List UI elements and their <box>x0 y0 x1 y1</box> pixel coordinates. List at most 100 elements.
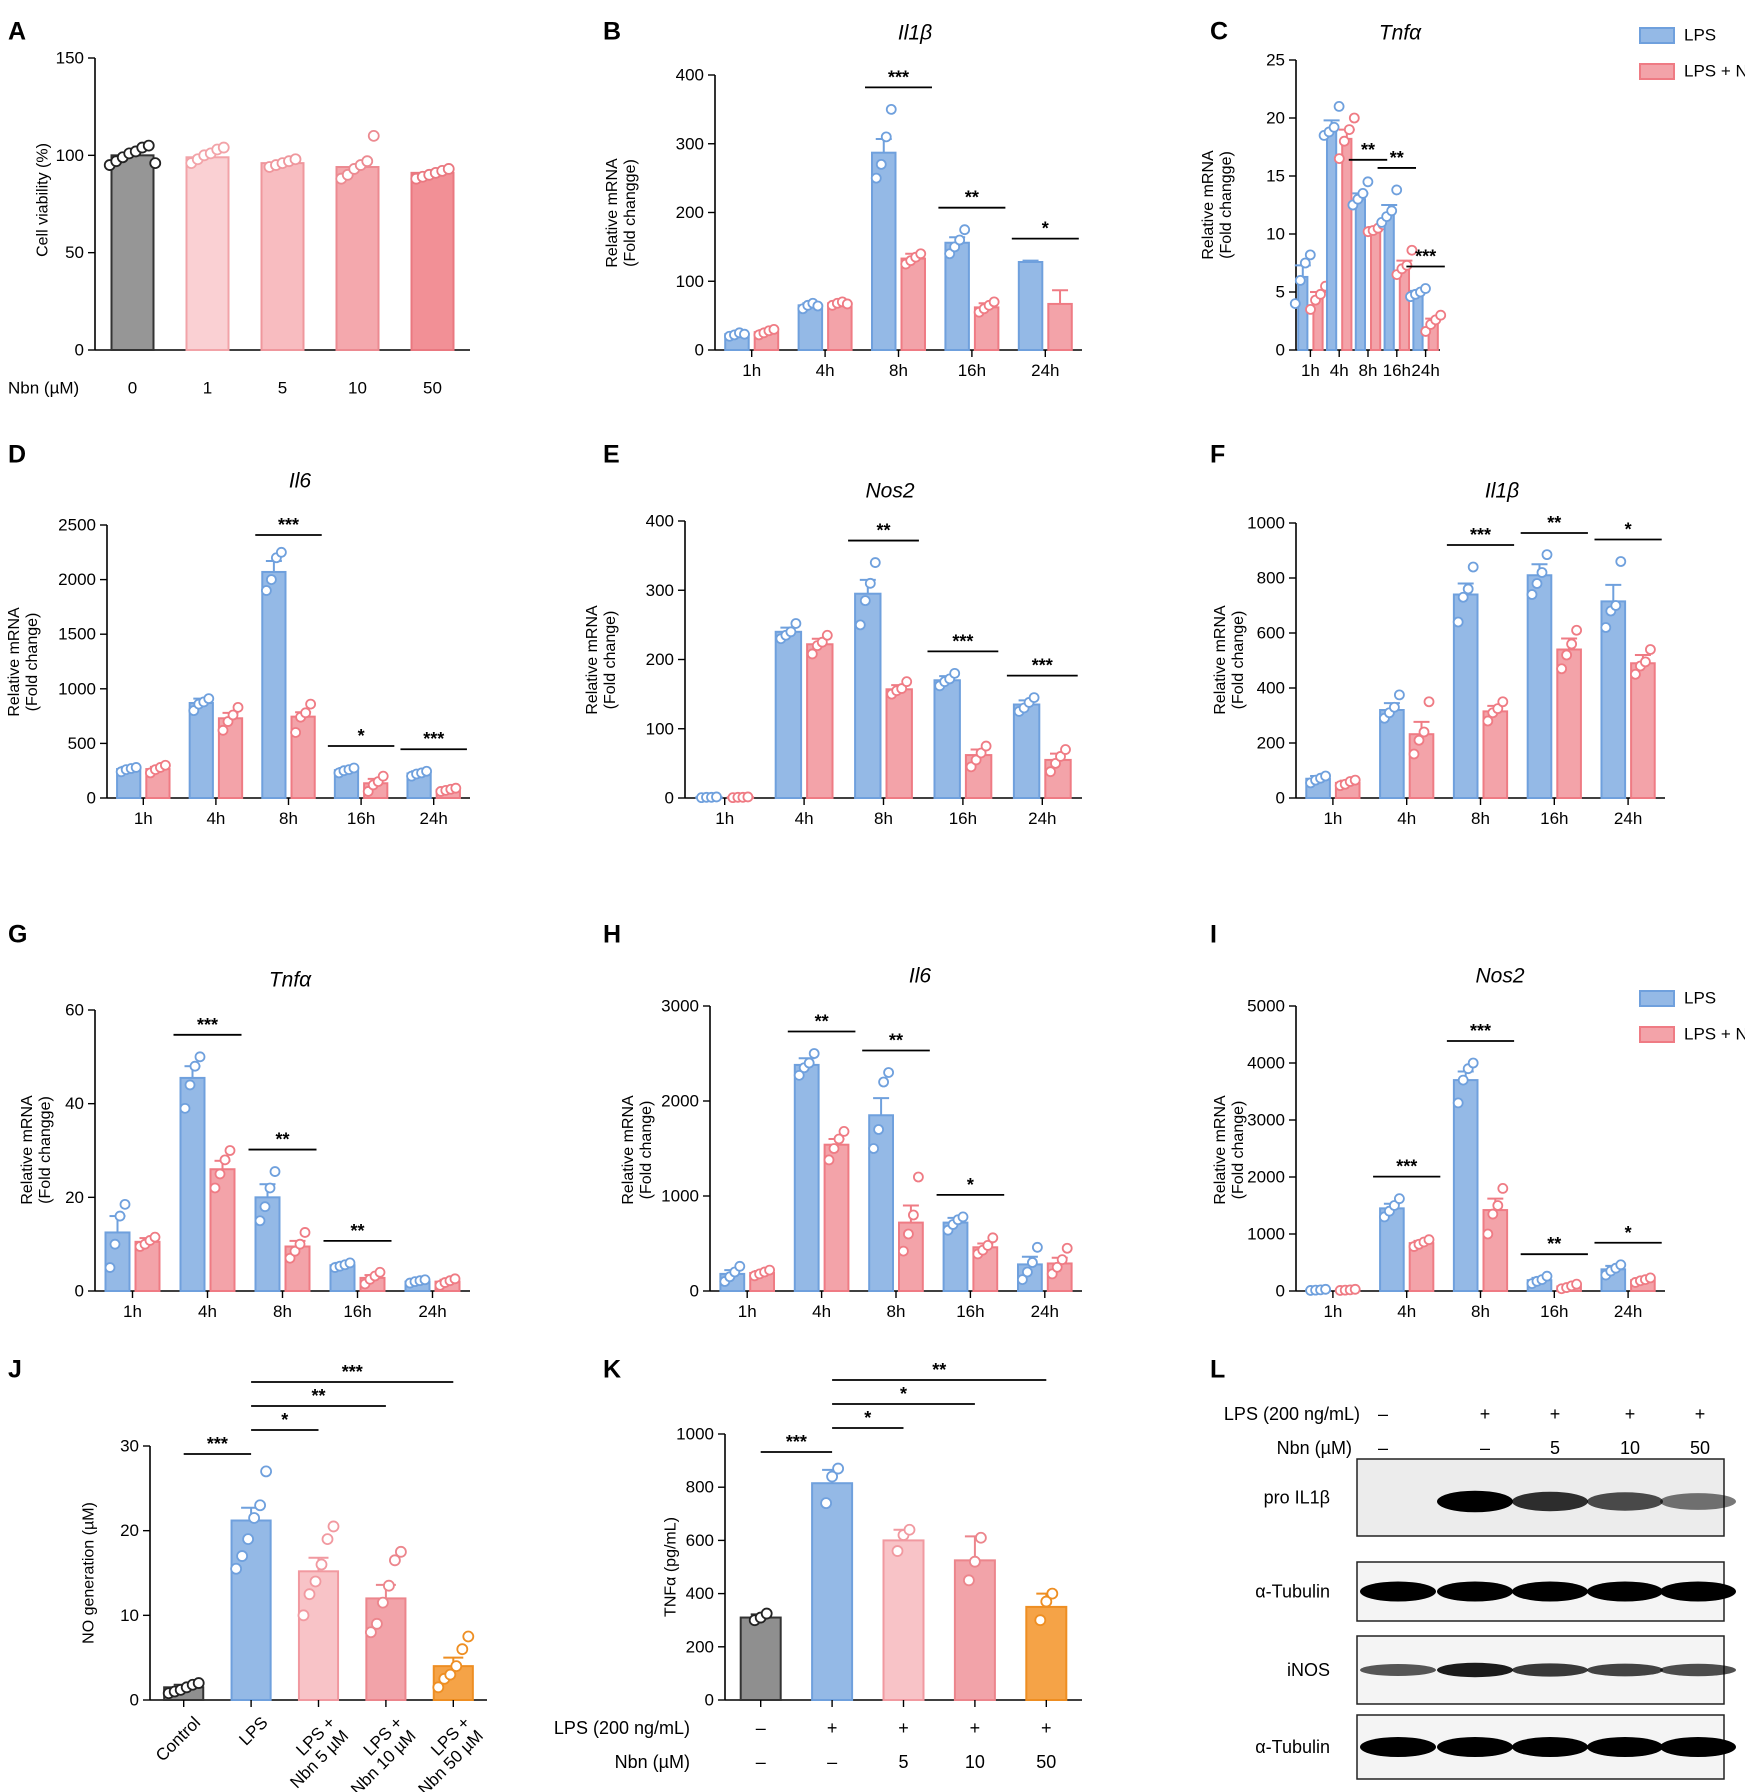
y-tick-label: 1000 <box>58 679 96 698</box>
data-point <box>303 1588 316 1601</box>
data-point <box>711 791 722 803</box>
x-tick-label: 1h <box>738 1302 757 1321</box>
data-point <box>969 1555 981 1568</box>
data-point <box>954 234 966 246</box>
panel-e: E Nos2 0 100 200 300 400 Relative mRNA(Fold cha… <box>584 441 1082 828</box>
blot-band-label: α-Tubulin <box>1255 1737 1330 1757</box>
data-point <box>284 1252 296 1264</box>
bar-lps-nbn <box>1630 662 1656 799</box>
legend: LPS LPS + Nbn <box>1639 26 1745 81</box>
data-point <box>1060 744 1071 755</box>
y-axis-label-line: (Fold change) <box>638 1101 655 1200</box>
y-tick-label: 15 <box>1266 167 1285 186</box>
data-point <box>294 1238 306 1250</box>
chart-title: Il1β <box>1485 479 1519 502</box>
data-point <box>1536 567 1548 578</box>
data-point <box>1482 1228 1494 1240</box>
y-axis-label: Relative mRNA(Fold change) <box>6 607 41 717</box>
data-point <box>142 139 155 152</box>
data-point <box>1457 1074 1469 1086</box>
y-tick-label: 10 <box>120 1606 139 1625</box>
bar <box>365 1597 407 1702</box>
x-tick-label: 8h <box>887 1302 906 1321</box>
condition-value: – <box>827 1752 837 1772</box>
y-tick-label: 40 <box>65 1094 84 1113</box>
data-point <box>394 1545 407 1558</box>
panel-letter-e: E <box>603 441 620 469</box>
panel-letter-g: G <box>8 921 27 949</box>
condition-value: + <box>827 1718 838 1738</box>
data-point <box>1028 692 1040 703</box>
bar-lps <box>254 1196 281 1293</box>
y-axis-label: Relative mRNA(Fold changge) <box>19 1095 54 1205</box>
blot-row: iNOS <box>1287 1635 1736 1705</box>
data-point <box>264 1182 276 1194</box>
data-point <box>1462 583 1474 595</box>
x-tick-label: 24h <box>1411 361 1439 380</box>
data-point <box>885 103 897 115</box>
data-point <box>1467 1057 1479 1069</box>
y-tick-label: 5 <box>1276 283 1285 302</box>
x-tick-label: 16h <box>958 361 986 380</box>
data-point <box>1401 259 1413 271</box>
legend-swatch-lps <box>1639 27 1675 44</box>
data-point <box>1615 556 1627 567</box>
data-point <box>742 791 754 803</box>
y-axis-label-line: (Fold change) <box>1230 1101 1247 1200</box>
data-point <box>1420 326 1432 337</box>
data-point <box>965 761 977 773</box>
blot-band-label: pro IL1β <box>1264 1488 1330 1508</box>
bar-lps <box>774 630 803 799</box>
data-point <box>864 577 876 589</box>
y-axis-label-line: TNFα (pg/mL) <box>663 1517 680 1617</box>
bar <box>230 1519 272 1702</box>
data-point <box>963 1574 975 1587</box>
condition-value: + <box>898 1718 909 1738</box>
data-point <box>1393 1193 1405 1205</box>
data-point <box>367 129 380 142</box>
bar-lps-nbn <box>1482 1209 1509 1293</box>
y-tick-label: 1000 <box>676 1425 714 1444</box>
data-point <box>275 546 287 558</box>
data-point <box>1497 1183 1509 1194</box>
data-point <box>826 1470 838 1483</box>
blot-band <box>1437 1490 1513 1513</box>
bar-lps-nbn <box>1312 296 1324 351</box>
data-point <box>227 709 239 721</box>
data-point <box>838 1126 850 1137</box>
data-point <box>348 762 360 774</box>
data-point <box>149 157 162 170</box>
data-point <box>327 1520 340 1533</box>
bar-lps-nbn <box>1341 137 1353 351</box>
x-tick-label: 8h <box>1359 361 1378 380</box>
y-tick-label: 400 <box>676 66 704 85</box>
data-point <box>1423 696 1435 708</box>
condition-value: + <box>1041 1718 1052 1738</box>
data-point <box>382 1579 395 1592</box>
data-point <box>1333 101 1345 112</box>
significance-label: *** <box>952 631 973 651</box>
x-tick-label: 8h <box>874 809 893 828</box>
y-axis-label-line: (Fold changge) <box>622 159 639 267</box>
data-point <box>242 1533 255 1546</box>
data-point <box>1343 124 1355 136</box>
data-point <box>309 1575 322 1588</box>
data-point <box>870 172 882 184</box>
bar-lps <box>1297 275 1309 352</box>
panel-c: C Tnfα 0 5 10 15 20 25 Relative mRNA(Fold changg… <box>1200 18 1447 380</box>
y-tick-label: 3000 <box>1247 1111 1285 1130</box>
data-point <box>987 1232 999 1244</box>
bar-lps <box>261 570 287 799</box>
data-point <box>189 1060 201 1072</box>
data-point <box>203 693 215 705</box>
significance-label: ** <box>1390 148 1404 168</box>
panel-letter-f: F <box>1210 441 1225 469</box>
data-point <box>1034 1614 1047 1627</box>
bar-lps <box>1412 292 1424 352</box>
data-point <box>1393 689 1405 701</box>
chart-title: Tnfα <box>269 968 312 991</box>
y-axis-label: NO generation (µM) <box>81 1502 98 1644</box>
condition-value: 5 <box>898 1752 908 1772</box>
bar <box>811 1482 854 1701</box>
